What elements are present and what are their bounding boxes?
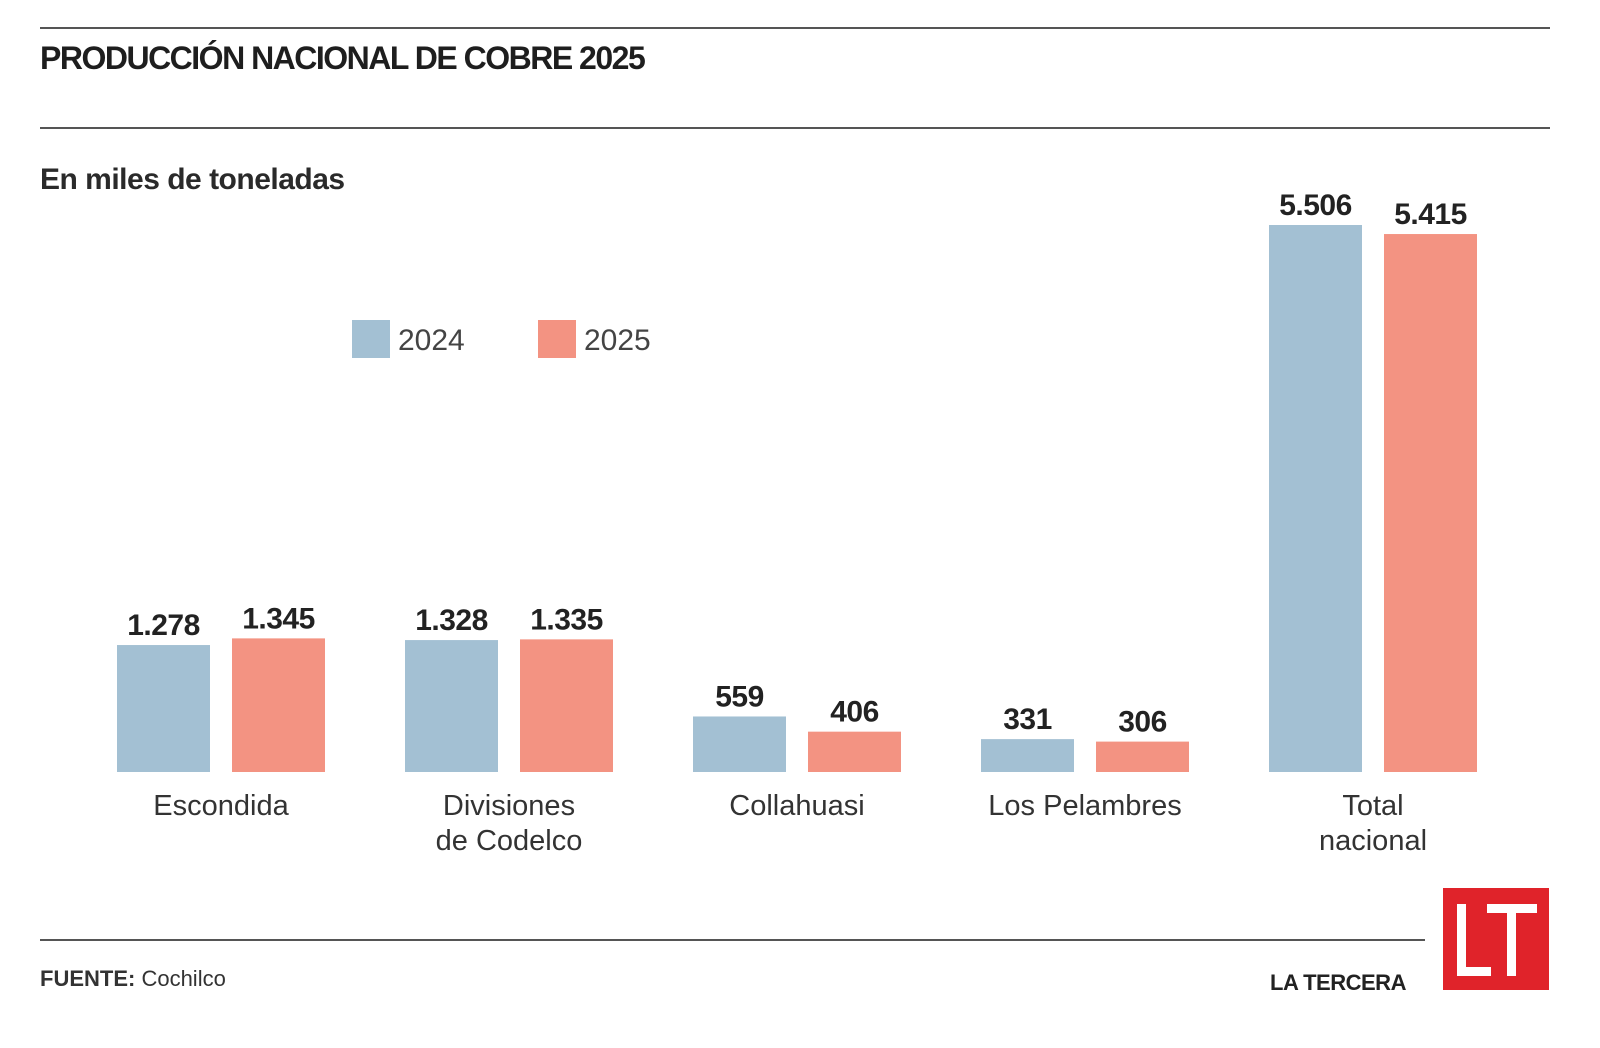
value-label-2025: 306 xyxy=(1118,706,1167,739)
category-label: Escondida xyxy=(153,790,289,822)
bar-2024 xyxy=(693,716,786,772)
bar-2025 xyxy=(808,731,901,772)
lt-logo-icon xyxy=(1457,904,1537,976)
la-tercera-logo xyxy=(1443,888,1549,990)
category-label: Total xyxy=(1342,790,1403,822)
footer-rule xyxy=(40,939,1425,941)
value-label-2024: 1.328 xyxy=(415,604,488,637)
value-label-2025: 5.415 xyxy=(1394,198,1467,231)
bar-2024 xyxy=(117,645,210,772)
bar-2024 xyxy=(405,640,498,772)
value-label-2025: 406 xyxy=(830,696,879,729)
legend-label-2024: 2024 xyxy=(398,324,465,357)
category-label: Los Pelambres xyxy=(988,790,1181,822)
bar-2025 xyxy=(1384,234,1477,772)
bar-2025 xyxy=(1096,741,1189,772)
value-label-2025: 1.335 xyxy=(530,603,603,636)
title-rule xyxy=(40,127,1550,129)
category-label: nacional xyxy=(1319,825,1427,857)
source-note: FUENTE: Cochilco xyxy=(40,966,226,992)
source-label: FUENTE: xyxy=(40,966,136,991)
top-rule xyxy=(40,27,1550,29)
bar-2025 xyxy=(520,639,613,772)
value-label-2025: 1.345 xyxy=(242,602,315,635)
chart-subtitle: En miles de toneladas xyxy=(40,163,345,196)
legend-swatch-2025 xyxy=(538,320,576,358)
bar-2025 xyxy=(232,638,325,772)
value-label-2024: 559 xyxy=(715,680,764,713)
brand-name: LA TERCERA xyxy=(1270,970,1406,995)
value-label-2024: 1.278 xyxy=(127,609,200,642)
value-label-2024: 5.506 xyxy=(1279,189,1352,222)
category-label: Divisiones xyxy=(443,790,575,822)
category-label: Collahuasi xyxy=(729,790,864,822)
category-label: de Codelco xyxy=(436,825,583,857)
bar-2024 xyxy=(1269,225,1362,772)
value-label-2024: 331 xyxy=(1003,703,1052,736)
source-value: Cochilco xyxy=(141,966,226,991)
chart-title: PRODUCCIÓN NACIONAL DE COBRE 2025 xyxy=(40,40,646,76)
bar-2024 xyxy=(981,739,1074,772)
legend-label-2025: 2025 xyxy=(584,324,651,357)
legend-swatch-2024 xyxy=(352,320,390,358)
